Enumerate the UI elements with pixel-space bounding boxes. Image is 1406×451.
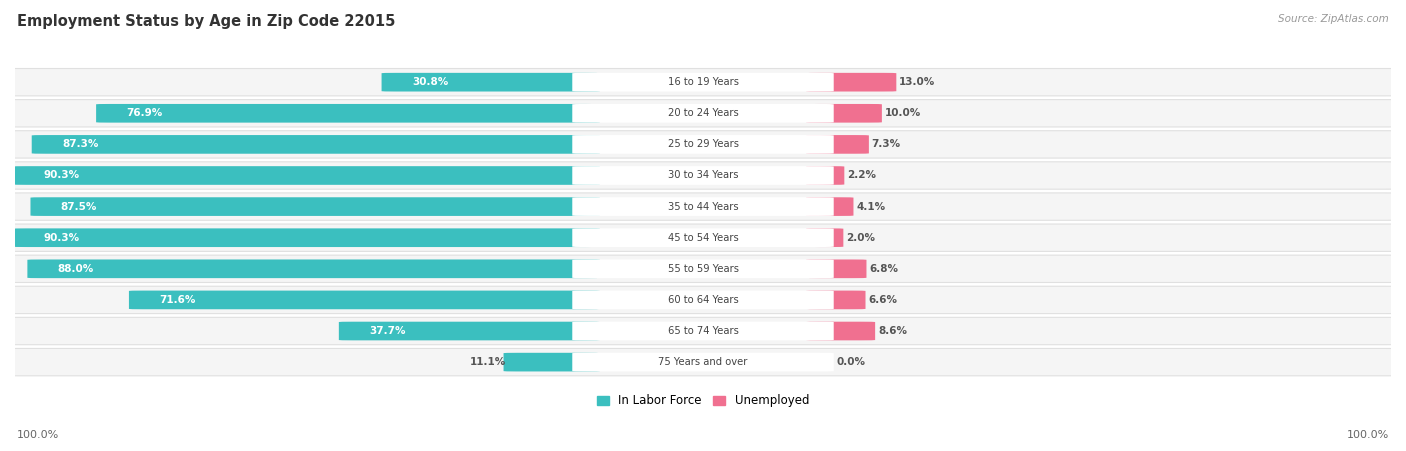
Text: 8.6%: 8.6% [877,326,907,336]
FancyBboxPatch shape [806,228,844,247]
FancyBboxPatch shape [0,69,1406,96]
FancyBboxPatch shape [31,197,600,216]
Text: 16 to 19 Years: 16 to 19 Years [668,77,738,87]
FancyBboxPatch shape [572,166,834,185]
FancyBboxPatch shape [0,286,1406,313]
Text: 6.8%: 6.8% [869,264,898,274]
Text: 37.7%: 37.7% [370,326,405,336]
FancyBboxPatch shape [572,353,834,372]
Text: 100.0%: 100.0% [1347,430,1389,440]
Text: 20 to 24 Years: 20 to 24 Years [668,108,738,118]
FancyBboxPatch shape [806,290,866,309]
FancyBboxPatch shape [503,353,600,372]
FancyBboxPatch shape [381,73,600,92]
Text: 11.1%: 11.1% [470,357,506,367]
FancyBboxPatch shape [27,259,600,278]
FancyBboxPatch shape [572,135,834,154]
Text: 76.9%: 76.9% [127,108,163,118]
Text: 13.0%: 13.0% [898,77,935,87]
FancyBboxPatch shape [806,104,882,123]
Text: 0.0%: 0.0% [837,357,866,367]
Text: 25 to 29 Years: 25 to 29 Years [668,139,738,149]
FancyBboxPatch shape [572,73,834,92]
FancyBboxPatch shape [572,259,834,278]
Text: 30.8%: 30.8% [412,77,449,87]
Text: 88.0%: 88.0% [58,264,94,274]
FancyBboxPatch shape [0,162,1406,189]
Text: 75 Years and over: 75 Years and over [658,357,748,367]
Text: 90.3%: 90.3% [44,170,80,180]
FancyBboxPatch shape [32,135,600,154]
FancyBboxPatch shape [0,193,1406,220]
Text: 87.3%: 87.3% [62,139,98,149]
FancyBboxPatch shape [13,166,600,185]
FancyBboxPatch shape [572,290,834,309]
FancyBboxPatch shape [0,131,1406,158]
Legend: In Labor Force, Unemployed: In Labor Force, Unemployed [593,391,813,411]
FancyBboxPatch shape [806,166,845,185]
FancyBboxPatch shape [0,349,1406,376]
Text: 71.6%: 71.6% [159,295,195,305]
Text: 10.0%: 10.0% [884,108,921,118]
Text: 30 to 34 Years: 30 to 34 Years [668,170,738,180]
Text: 55 to 59 Years: 55 to 59 Years [668,264,738,274]
Text: 60 to 64 Years: 60 to 64 Years [668,295,738,305]
FancyBboxPatch shape [0,255,1406,282]
FancyBboxPatch shape [572,197,834,216]
FancyBboxPatch shape [572,322,834,341]
FancyBboxPatch shape [0,100,1406,127]
Text: Employment Status by Age in Zip Code 22015: Employment Status by Age in Zip Code 220… [17,14,395,28]
Text: 2.0%: 2.0% [846,233,875,243]
FancyBboxPatch shape [572,228,834,247]
Text: Source: ZipAtlas.com: Source: ZipAtlas.com [1278,14,1389,23]
FancyBboxPatch shape [806,259,866,278]
Text: 45 to 54 Years: 45 to 54 Years [668,233,738,243]
FancyBboxPatch shape [806,322,875,341]
Text: 90.3%: 90.3% [44,233,80,243]
Text: 100.0%: 100.0% [17,430,59,440]
FancyBboxPatch shape [0,224,1406,251]
Text: 87.5%: 87.5% [60,202,97,212]
FancyBboxPatch shape [572,104,834,123]
FancyBboxPatch shape [0,318,1406,345]
FancyBboxPatch shape [806,135,869,154]
FancyBboxPatch shape [339,322,600,341]
Text: 2.2%: 2.2% [846,170,876,180]
FancyBboxPatch shape [806,197,853,216]
FancyBboxPatch shape [806,73,897,92]
FancyBboxPatch shape [129,290,600,309]
Text: 7.3%: 7.3% [872,139,901,149]
Text: 35 to 44 Years: 35 to 44 Years [668,202,738,212]
Text: 4.1%: 4.1% [856,202,886,212]
FancyBboxPatch shape [96,104,600,123]
Text: 6.6%: 6.6% [869,295,897,305]
FancyBboxPatch shape [13,228,600,247]
Text: 65 to 74 Years: 65 to 74 Years [668,326,738,336]
